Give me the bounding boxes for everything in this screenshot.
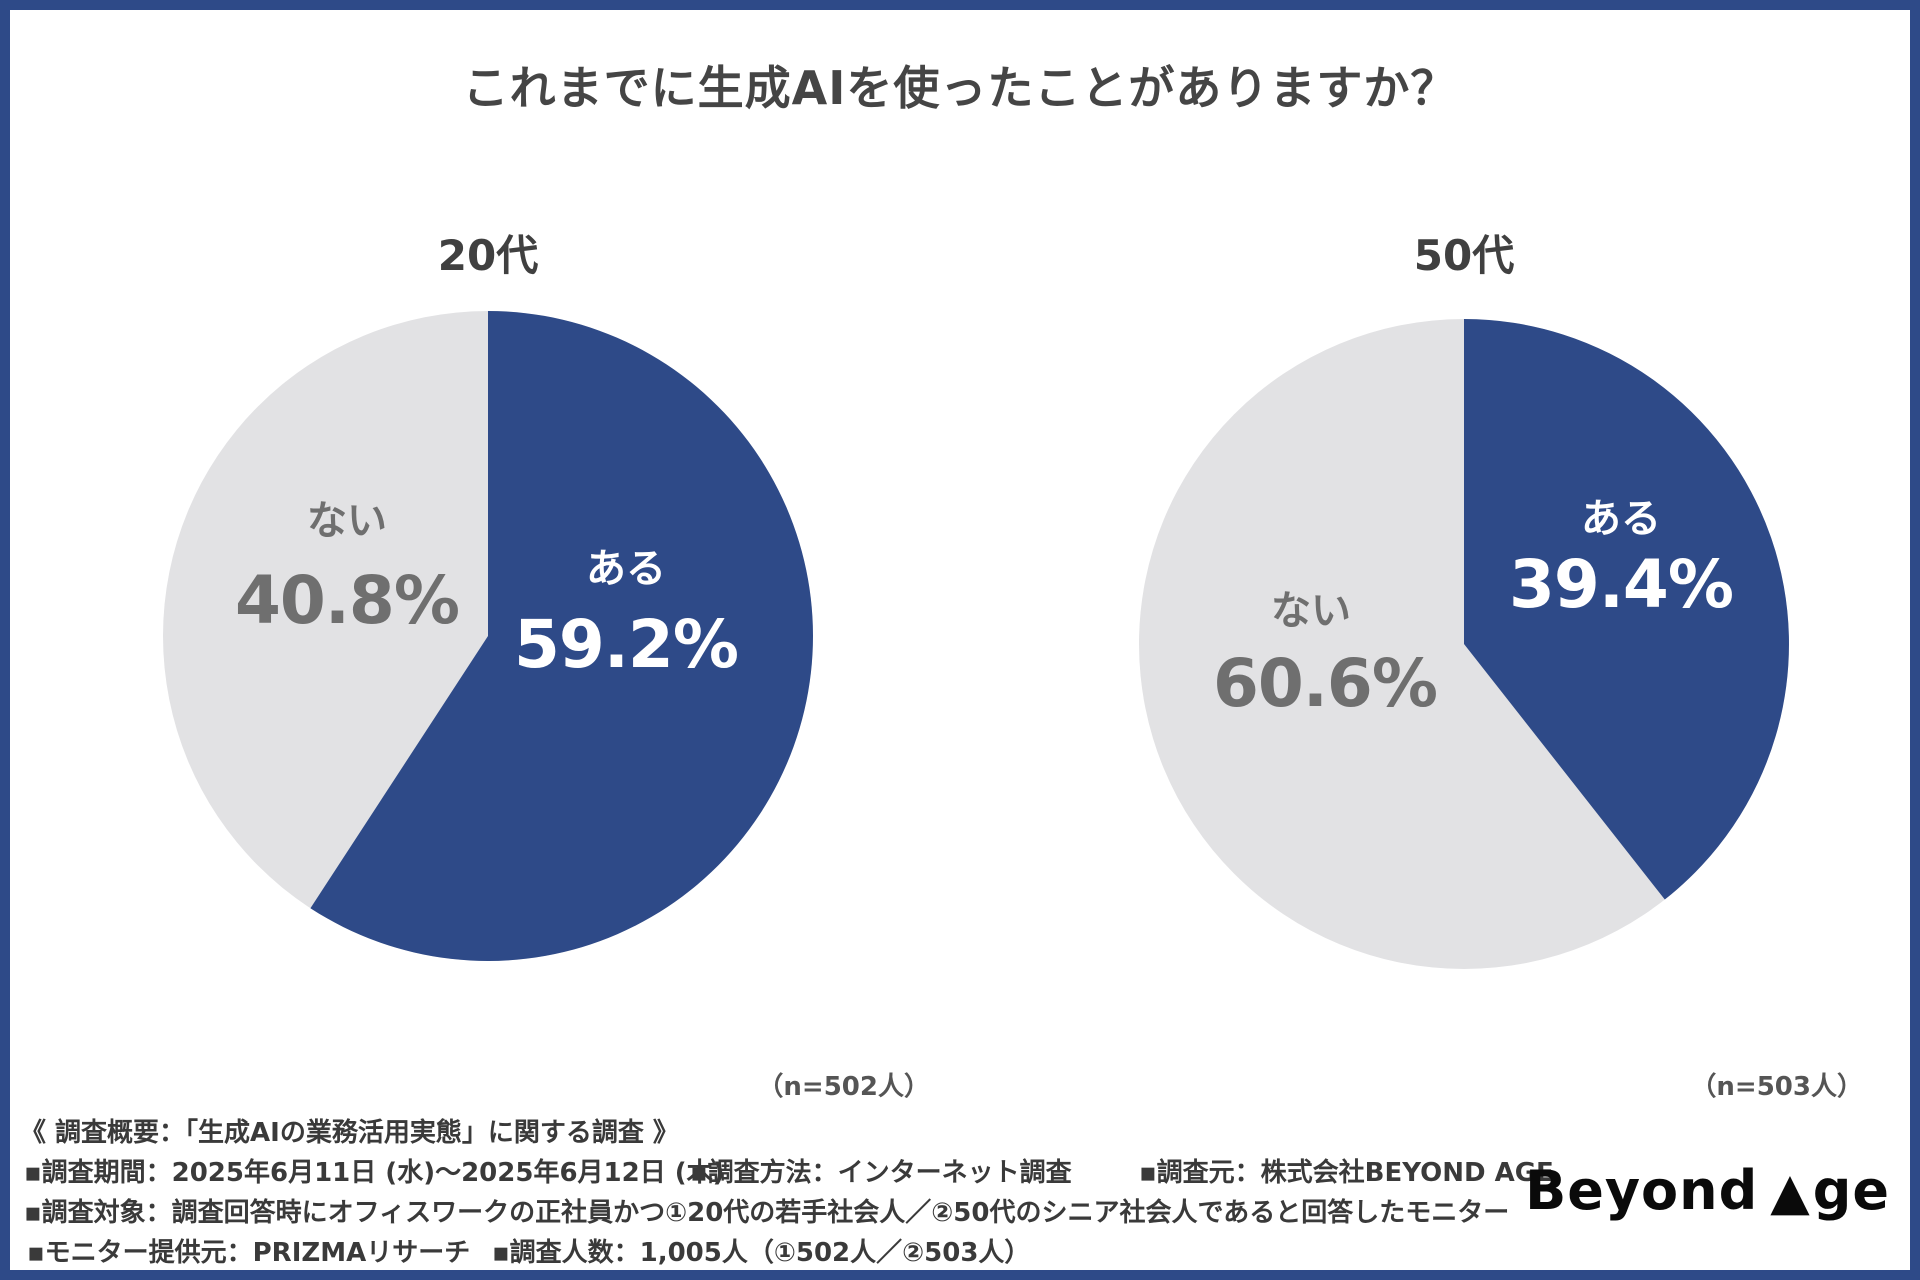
- survey-overview-heading: 《 調査概要：「生成AIの業務活用実態」に関する調査 》: [20, 1118, 679, 1148]
- survey-monitor: ▪モニター提供元：PRIZMAリサーチ: [27, 1238, 471, 1268]
- triangle-icon: ▲: [1770, 1162, 1811, 1222]
- slice-value-nai-50s: 60.6%: [1213, 645, 1438, 722]
- slice-label-aru-20s: ある: [586, 546, 666, 592]
- pie-svg-50s: [1139, 319, 1789, 969]
- survey-source: ▪調査元：株式会社BEYOND AGE: [1139, 1158, 1554, 1188]
- chart-group-50s: 50代 ある 39.4% ない 60.6%: [1139, 222, 1789, 982]
- slice-value-nai-20s: 40.8%: [235, 562, 460, 639]
- slice-label-aru-50s: ある: [1581, 496, 1661, 542]
- logo-text-beyond: Beyond: [1525, 1159, 1759, 1222]
- chart-group-20s: 20代 ない 40.8% ある 59.2%: [163, 222, 813, 982]
- sample-size-50s: （n=503人）: [1690, 1072, 1863, 1102]
- survey-target: ▪調査対象：調査回答時にオフィスワークの正社員かつ①20代の若手社会人／②50代…: [24, 1198, 1510, 1228]
- slice-value-aru-50s: 39.4%: [1509, 546, 1734, 623]
- sample-size-20s: （n=502人）: [757, 1072, 930, 1102]
- chart-title-50s: 50代: [1413, 231, 1515, 280]
- logo-text-ge: ge: [1812, 1159, 1890, 1222]
- pie-chart-50s: ある 39.4% ない 60.6%: [1139, 319, 1789, 969]
- survey-period: ▪調査期間：2025年6月11日 (水)～2025年6月12日 (木): [24, 1158, 725, 1188]
- pie-slice-aru-20s: [310, 311, 813, 961]
- survey-count: ▪調査人数：1,005人（①502人／②503人）: [492, 1238, 1031, 1268]
- pie-chart-20s: ない 40.8% ある 59.2%: [163, 311, 813, 961]
- slice-label-nai-20s: ない: [307, 498, 387, 544]
- slice-value-aru-20s: 59.2%: [514, 606, 739, 683]
- slice-label-nai-50s: ない: [1271, 588, 1351, 634]
- chart-title-20s: 20代: [437, 231, 539, 280]
- survey-method: ▪調査方法：インターネット調査: [690, 1158, 1072, 1188]
- page-title: これまでに生成AIを使ったことがありますか？: [462, 61, 1458, 115]
- pie-svg-20s: [163, 311, 813, 961]
- beyond-age-logo: Beyond ▲ge: [1525, 1164, 1890, 1218]
- pie-slice-aru-50s: [1464, 319, 1789, 900]
